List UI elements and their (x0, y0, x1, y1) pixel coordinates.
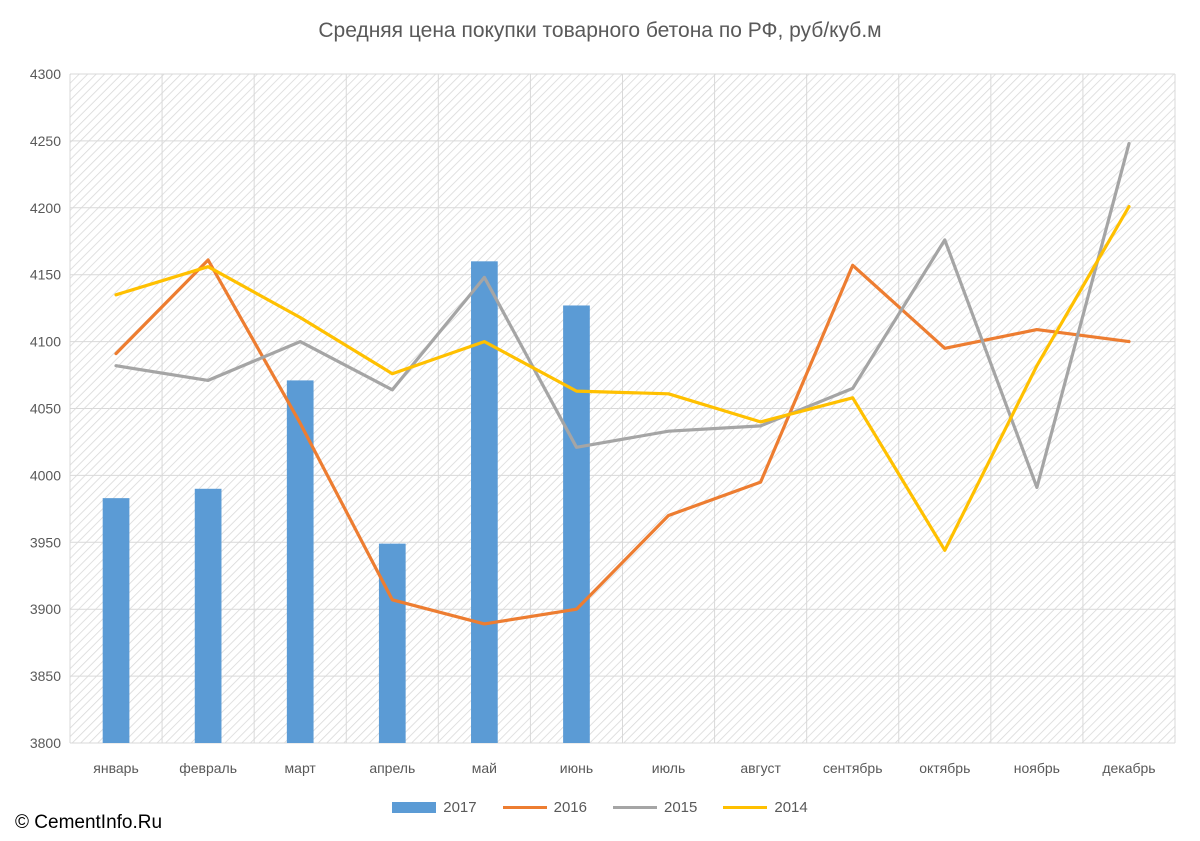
x-tick-label: декабрь (1102, 760, 1155, 776)
y-tick-label: 4100 (30, 334, 61, 350)
y-tick-label: 4150 (30, 267, 61, 283)
bar-2017-1 (194, 488, 222, 743)
legend-item-2015: 2015 (613, 799, 697, 816)
copyright-text: © CementInfo.Ru (15, 812, 163, 833)
chart-title: Средняя цена покупки товарного бетона по… (318, 19, 882, 42)
x-tick-label: июнь (560, 760, 593, 776)
line-series-2016 (114, 258, 1131, 626)
x-axis: январь февраль март апрель май июнь июль август… (93, 760, 1155, 776)
bars-2017 (102, 261, 590, 743)
y-tick-label: 3900 (30, 601, 61, 617)
y-tick-label: 3850 (30, 668, 61, 684)
legend-label-2016: 2016 (553, 799, 587, 816)
y-tick-label: 4000 (30, 467, 61, 483)
y-tick-label: 4200 (30, 200, 61, 216)
x-tick-label: апрель (369, 760, 415, 776)
line-series-2015 (114, 142, 1131, 489)
grid (69, 73, 1176, 744)
x-tick-label: февраль (179, 760, 237, 776)
bar-2017-2 (286, 380, 314, 743)
y-tick-label: 4050 (30, 401, 61, 417)
x-tick-label: август (740, 760, 781, 776)
bar-2017-4 (471, 261, 498, 743)
legend-item-2017: 2017 (392, 799, 477, 816)
x-tick-label: март (285, 760, 317, 776)
y-tick-label: 3950 (30, 534, 61, 550)
legend-label-2015: 2015 (664, 799, 698, 816)
legend-label-2017: 2017 (443, 799, 477, 816)
legend-swatch-2015 (613, 806, 657, 809)
legend-item-2014: 2014 (723, 799, 808, 816)
y-tick-label: 4250 (30, 133, 61, 149)
x-tick-label: июль (652, 760, 685, 776)
legend-item-2016: 2016 (502, 799, 587, 816)
y-tick-label: 3800 (30, 735, 61, 751)
y-tick-label: 4300 (30, 66, 61, 82)
bar-2017-0 (102, 498, 130, 743)
lines (114, 142, 1131, 626)
legend: 2017 2016 2015 2014 (0, 799, 1200, 816)
legend-swatch-2016 (502, 806, 547, 809)
legend-swatch-2014 (723, 806, 768, 809)
x-tick-label: ноябрь (1014, 760, 1060, 776)
legend-swatch-2017 (392, 802, 437, 813)
x-tick-label: октябрь (919, 760, 970, 776)
x-tick-label: сентябрь (823, 760, 883, 776)
bar-2017-3 (378, 543, 406, 743)
x-tick-label: май (472, 760, 497, 776)
x-tick-label: январь (93, 760, 138, 776)
line-series-2014 (114, 204, 1131, 552)
bar-2017-5 (563, 305, 590, 743)
y-axis: 3800 3850 3900 3950 4000 4050 4100 4150 4200 4250… (30, 66, 61, 751)
legend-label-2014: 2014 (774, 799, 808, 816)
